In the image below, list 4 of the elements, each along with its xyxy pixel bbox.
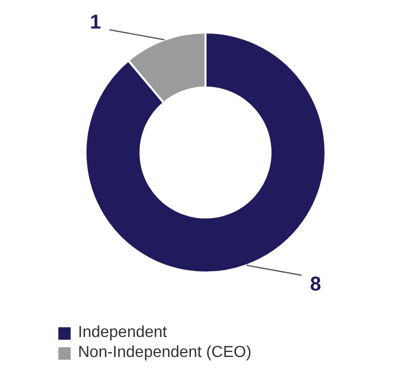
data-label: 8 bbox=[310, 273, 322, 296]
legend-label: Non-Independent (CEO) bbox=[78, 344, 252, 362]
legend-label: Independent bbox=[78, 324, 167, 342]
data-label: 1 bbox=[90, 12, 102, 34]
